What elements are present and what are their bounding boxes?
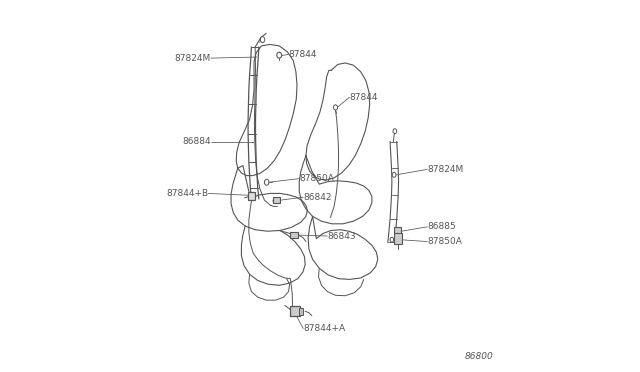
- Text: 87844: 87844: [349, 93, 378, 102]
- Bar: [248, 192, 255, 201]
- Text: 87844+B: 87844+B: [166, 189, 208, 198]
- Ellipse shape: [392, 173, 396, 177]
- Ellipse shape: [393, 129, 397, 134]
- Bar: [394, 233, 402, 244]
- Ellipse shape: [260, 37, 265, 42]
- Text: 87824M: 87824M: [175, 54, 211, 62]
- Text: 86842: 86842: [303, 193, 332, 202]
- Ellipse shape: [277, 52, 282, 58]
- Bar: [298, 308, 303, 315]
- Text: 87824M: 87824M: [428, 165, 464, 174]
- Text: 86800: 86800: [465, 352, 493, 361]
- Text: 86885: 86885: [428, 222, 456, 231]
- Text: 86843: 86843: [328, 231, 356, 241]
- Text: 87844: 87844: [289, 50, 317, 59]
- Text: 86884: 86884: [182, 137, 211, 146]
- Ellipse shape: [264, 179, 269, 185]
- Bar: [290, 307, 300, 316]
- Text: 87850A: 87850A: [300, 174, 335, 183]
- Ellipse shape: [333, 105, 338, 110]
- Bar: [394, 227, 401, 235]
- Ellipse shape: [390, 237, 394, 242]
- Text: 87844+A: 87844+A: [303, 324, 346, 333]
- Bar: [273, 197, 280, 203]
- Text: 87850A: 87850A: [428, 237, 462, 246]
- Bar: [290, 232, 298, 238]
